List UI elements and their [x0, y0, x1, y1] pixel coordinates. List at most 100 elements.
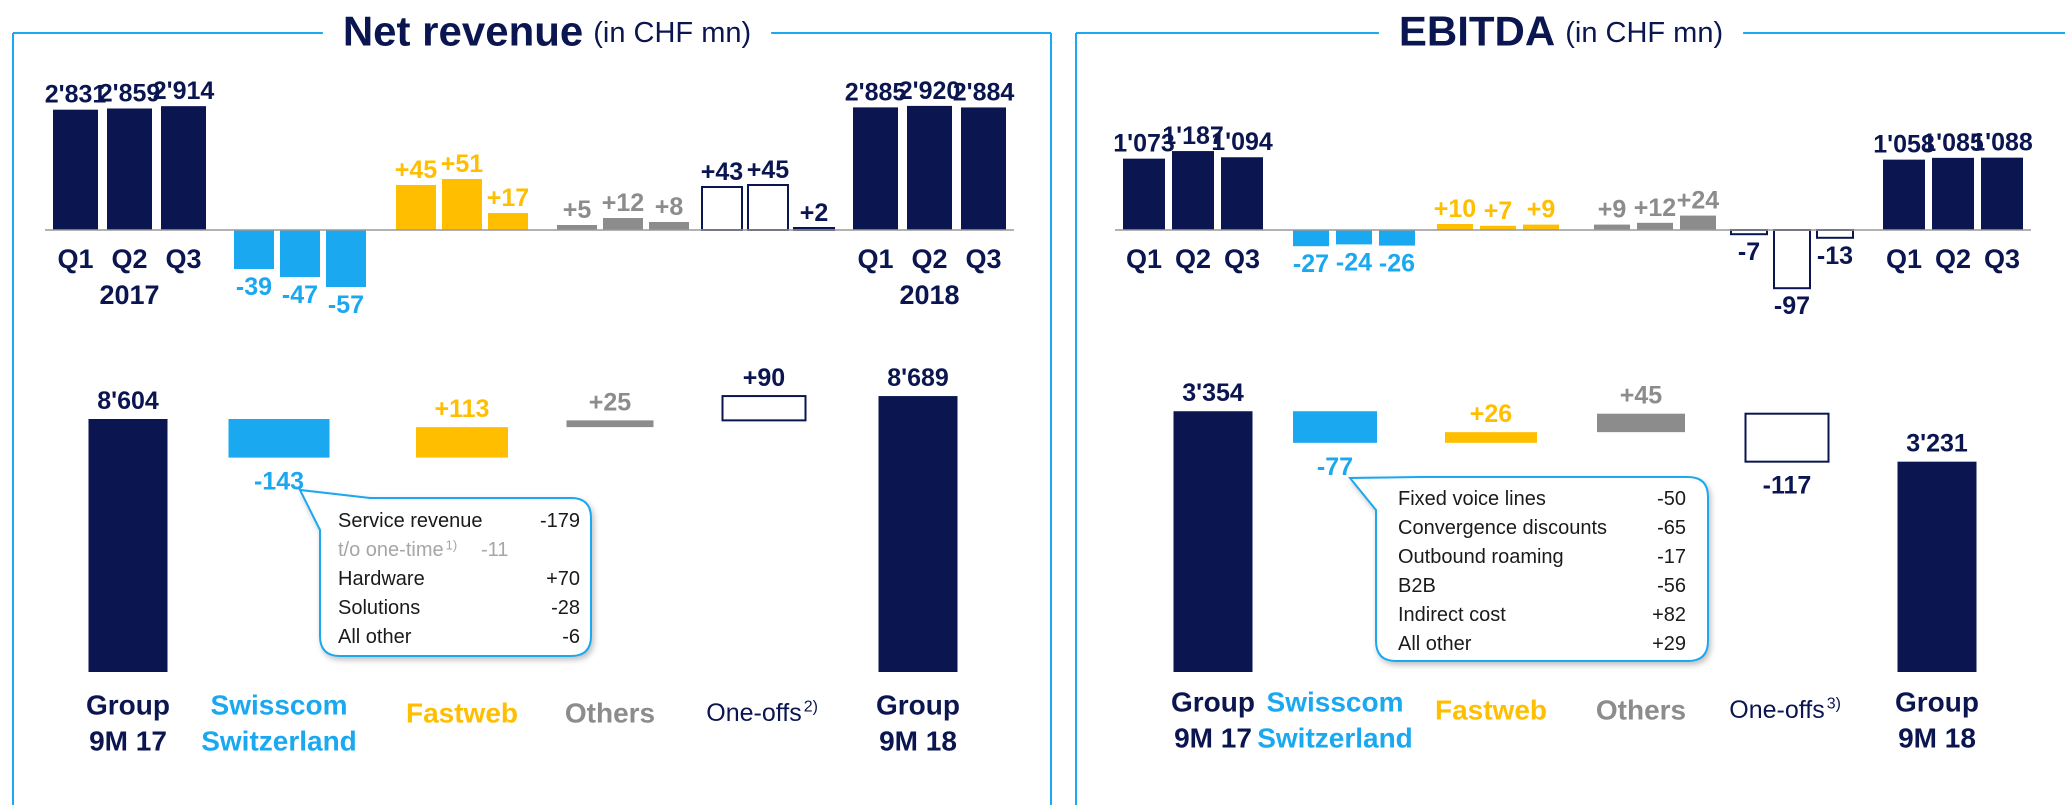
quarter-bar: [853, 107, 898, 230]
bridge-bar: [228, 419, 330, 458]
category-label: 9M 18: [1898, 723, 1976, 754]
callout-value: -11: [481, 539, 508, 561]
footnote-mark: 2): [804, 699, 818, 716]
value-label: -117: [1763, 472, 1812, 500]
quarter-bar: [1172, 151, 1214, 230]
quarter-label: Q1: [1126, 244, 1162, 274]
category-label: Swisscom: [1267, 687, 1404, 718]
value-label: +7: [1484, 197, 1513, 225]
value-label: +25: [589, 388, 632, 416]
value-label: +45: [1620, 382, 1663, 410]
quarter-bar: [557, 225, 597, 230]
quarter-bar: [961, 107, 1006, 230]
bridge-bar: [1445, 432, 1537, 443]
bridge-bar: [1744, 412, 1830, 463]
bridge-bar: [566, 420, 654, 428]
quarter-label: Q2: [1935, 244, 1971, 274]
quarter-bar: [1637, 222, 1673, 230]
value-label: 2'884: [953, 78, 1015, 106]
callout-label: All other: [1398, 633, 1472, 655]
quarter-bar: [603, 218, 643, 230]
bridge-bar: [416, 427, 508, 458]
bridge-bar: [878, 396, 958, 672]
quarter-label: Q2: [1175, 244, 1211, 274]
value-label: 2'859: [99, 79, 161, 107]
quarter-bar: [326, 230, 366, 287]
value-label: 8'689: [887, 364, 949, 392]
callout-label: Service revenue: [338, 510, 483, 532]
quarter-bar: [1293, 230, 1329, 247]
value-label: +10: [1434, 195, 1476, 223]
callout-label: Indirect cost: [1398, 604, 1506, 626]
value-label: 1'094: [1211, 128, 1273, 156]
quarter-bar: [1123, 158, 1165, 230]
value-label: +12: [1634, 194, 1676, 222]
value-label: +9: [1598, 196, 1627, 224]
quarter-label: Q3: [165, 244, 201, 274]
value-label: +51: [441, 150, 484, 178]
quarter-label: Q1: [1886, 244, 1922, 274]
quarter-label: Q3: [965, 244, 1001, 274]
callout-label: Fixed voice lines: [1398, 488, 1546, 510]
chart-subtitle: (in CHF mn): [593, 17, 751, 49]
quarter-bar: [280, 230, 320, 277]
callout-label: Hardware: [338, 568, 425, 590]
quarter-label: Q3: [1224, 244, 1260, 274]
footnote-mark: 3): [1827, 696, 1841, 713]
callout-label: Outbound roaming: [1398, 546, 1564, 568]
quarter-bar: [1480, 225, 1516, 230]
value-label: +2: [800, 199, 829, 227]
category-label: Swisscom: [211, 690, 348, 721]
category-label: Group: [876, 690, 960, 721]
quarter-bar: [1336, 230, 1372, 245]
value-label: 1'058: [1873, 131, 1935, 159]
title-background: [322, 8, 772, 58]
value-label: 2'914: [153, 77, 215, 105]
value-label: +17: [487, 184, 529, 212]
quarter-bar: [1594, 224, 1630, 230]
category-label: One-offs: [1729, 696, 1824, 724]
callout-box: [298, 488, 592, 657]
value-label: +9: [1527, 196, 1556, 224]
value-label: +113: [435, 395, 490, 423]
quarter-label: Q3: [1984, 244, 2020, 274]
bridge-bar: [1597, 413, 1685, 433]
value-label: 2'831: [45, 81, 107, 109]
category-label: Others: [565, 698, 655, 729]
callout-value: -56: [1657, 575, 1686, 597]
category-label: 9M 18: [879, 726, 957, 757]
value-label: 3'354: [1182, 379, 1244, 407]
quarter-bar: [234, 230, 274, 269]
callout-label: Convergence discounts: [1398, 517, 1607, 539]
bridge-bar: [88, 419, 168, 672]
value-label: 1'187: [1162, 122, 1224, 150]
category-label: Fastweb: [1435, 695, 1547, 726]
value-label: 2'920: [899, 77, 961, 105]
quarter-bar: [396, 185, 436, 230]
quarter-bar: [1883, 159, 1925, 230]
category-label: Others: [1596, 695, 1686, 726]
quarter-label: Q1: [857, 244, 893, 274]
title-background: [1378, 8, 1744, 58]
quarter-label: Q1: [57, 244, 93, 274]
chart-title: Net revenue: [343, 8, 583, 55]
title-group: Net revenue (in CHF mn): [322, 8, 772, 58]
footnote-mark: 1): [446, 538, 458, 553]
callout-value: -65: [1657, 517, 1686, 539]
value-label: 1'088: [1971, 129, 2033, 157]
callout-value: +70: [546, 568, 580, 590]
value-label: 3'231: [1906, 430, 1968, 458]
quarter-bar: [488, 213, 528, 230]
value-label: -97: [1774, 292, 1810, 320]
value-label: +5: [563, 196, 592, 224]
category-label: Fastweb: [406, 698, 518, 729]
value-label: -7: [1738, 238, 1760, 266]
category-label: 9M 17: [89, 726, 167, 757]
category-label: One-offs: [706, 699, 801, 727]
value-label: +12: [602, 189, 644, 217]
callout-label: B2B: [1398, 575, 1436, 597]
callout-value: +29: [1652, 633, 1686, 655]
value-label: +45: [395, 156, 438, 184]
quarter-bar: [53, 109, 98, 230]
value-label: +43: [701, 158, 743, 186]
